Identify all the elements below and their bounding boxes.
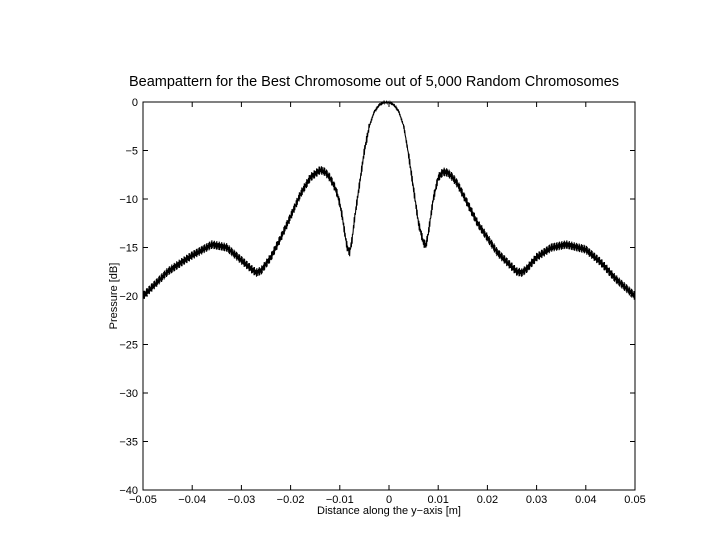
x-tick-label: 0.05 xyxy=(624,494,645,506)
y-tick-label: −15 xyxy=(119,243,138,255)
x-tick-labels: −0.05 −0.04 −0.03 −0.02 −0.01 0 0.01 0.02 0.03 0.… xyxy=(129,494,646,506)
y-tick-label: 0 xyxy=(132,97,138,109)
x-tick-label: 0.02 xyxy=(477,494,498,506)
y-tick-label: −40 xyxy=(119,485,138,497)
y-tick-label: −10 xyxy=(119,194,138,206)
tick-marks xyxy=(142,101,636,491)
y-tick-label: −30 xyxy=(119,388,138,400)
x-tick-label: 0.03 xyxy=(526,494,547,506)
x-tick-label: −0.02 xyxy=(277,494,305,506)
y-tick-label: −25 xyxy=(119,340,138,352)
y-tick-labels: 0 −5 −10 −15 −20 −25 −30 −35 −40 xyxy=(119,97,138,497)
plot-area-frame xyxy=(142,101,636,491)
y-axis-title: Pressure [dB] xyxy=(108,263,120,330)
y-tick-label: −35 xyxy=(119,437,138,449)
y-tick-label: −20 xyxy=(119,291,138,303)
x-tick-label: −0.05 xyxy=(129,494,157,506)
x-tick-label: −0.04 xyxy=(178,494,206,506)
y-tick-label: −5 xyxy=(125,146,138,158)
x-tick-label: 0.01 xyxy=(427,494,448,506)
x-tick-label: −0.03 xyxy=(227,494,255,506)
x-tick-label: −0.01 xyxy=(326,494,354,506)
x-tick-label: 0 xyxy=(386,494,392,506)
chart-title: Beampattern for the Best Chromosome out … xyxy=(129,74,619,90)
x-tick-label: 0.04 xyxy=(575,494,596,506)
x-axis-title: Distance along the y−axis [m] xyxy=(317,505,461,517)
series-line-pressure xyxy=(142,99,636,300)
